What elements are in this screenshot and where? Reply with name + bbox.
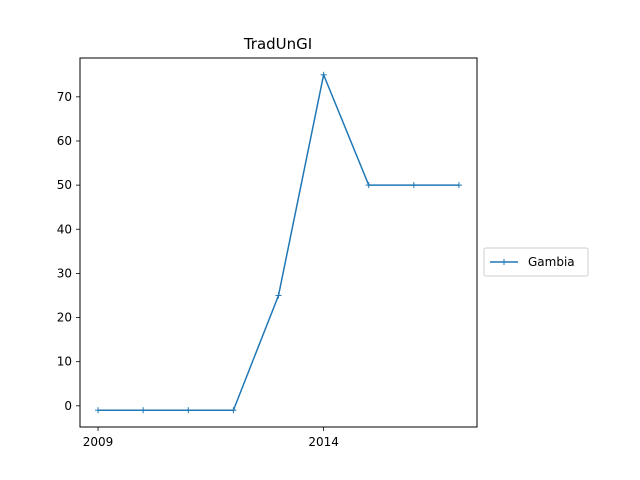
data-point	[365, 182, 372, 189]
series-line-gambia	[98, 74, 459, 411]
chart-title: TradUnGI	[243, 35, 312, 53]
y-tick-label: 60	[57, 134, 72, 148]
y-tick-label: 20	[57, 311, 72, 325]
data-point	[95, 407, 102, 414]
y-tick-label: 30	[57, 266, 72, 280]
y-axis: 0 10 20 30 40 50 60 70	[57, 90, 80, 413]
y-tick-label: 0	[64, 399, 72, 413]
data-point	[455, 182, 462, 189]
data-point	[410, 182, 417, 189]
data-point	[320, 71, 327, 78]
x-tick-label: 2014	[308, 435, 339, 449]
y-tick-label: 50	[57, 178, 72, 192]
data-point	[140, 407, 147, 414]
legend: Gambia	[483, 247, 589, 277]
data-point	[230, 407, 237, 414]
data-point	[275, 292, 282, 299]
x-tick-label: 2009	[83, 435, 114, 449]
data-point	[185, 407, 192, 414]
y-tick-label: 10	[57, 355, 72, 369]
x-axis: 2009 2014	[83, 427, 339, 449]
y-tick-label: 70	[57, 90, 72, 104]
legend-box	[483, 247, 589, 277]
legend-label-gambia: Gambia	[528, 255, 575, 269]
legend-marker-gambia	[501, 259, 507, 265]
axes-frame	[79, 57, 478, 428]
plot-area	[95, 71, 462, 414]
y-tick-label: 40	[57, 222, 72, 236]
